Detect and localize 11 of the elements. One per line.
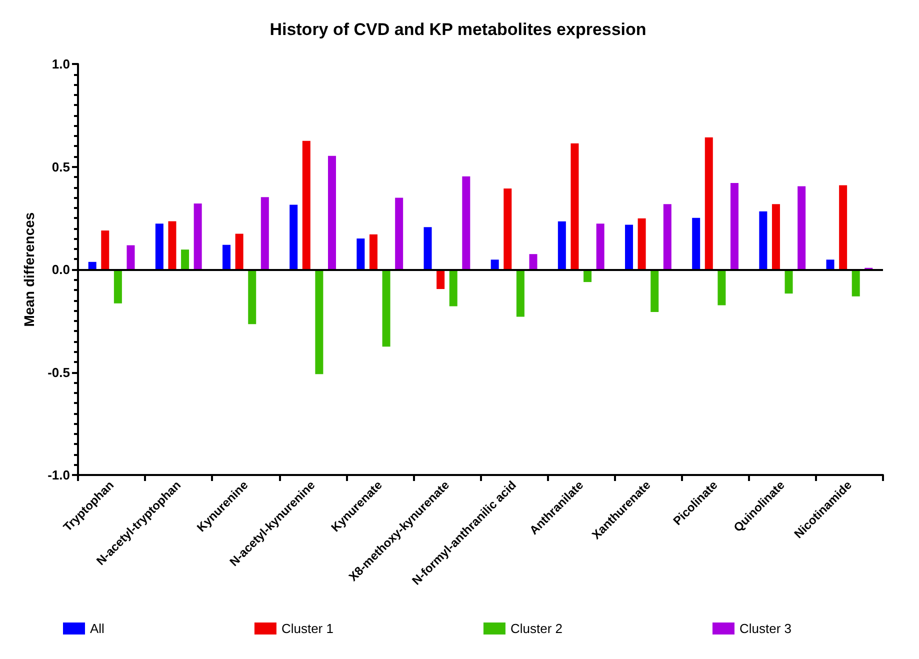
y-tick-label: -1.0 <box>48 468 70 482</box>
legend-label: Cluster 2 <box>510 621 562 636</box>
chart-title: History of CVD and KP metabolites expression <box>270 20 646 39</box>
legend-label: Cluster 1 <box>281 621 334 636</box>
y-tick-label: 0.5 <box>52 159 70 174</box>
y-tick-label: -0.5 <box>48 364 70 380</box>
legend-label: All <box>90 621 105 636</box>
legend-label: Cluster 3 <box>739 621 792 636</box>
y-tick-label: 0.0 <box>52 262 70 277</box>
y-tick-label: 1.0 <box>52 56 70 72</box>
y-axis-title: Mean differences <box>21 212 37 327</box>
